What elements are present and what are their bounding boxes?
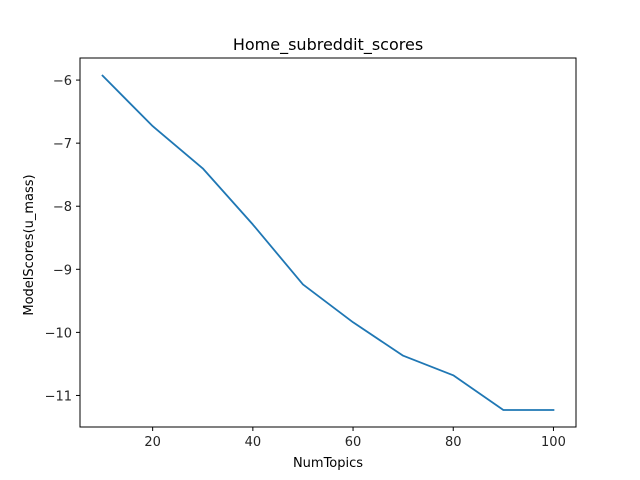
y-tick-label: −10	[45, 326, 72, 341]
y-tick-label: −11	[45, 389, 72, 404]
y-axis-ticks: −6 −7 −8 −9 −10 −11	[45, 74, 80, 404]
y-tick-label: −7	[53, 137, 72, 152]
x-tick-label: 20	[144, 435, 161, 450]
x-tick-label: 80	[445, 435, 462, 450]
plot-area	[79, 57, 577, 428]
x-tick-label: 60	[345, 435, 362, 450]
y-axis-label: ModelScores(u_mass)	[22, 174, 37, 315]
series-line	[101, 74, 555, 411]
x-axis-ticks: 20 40 60 80 100	[144, 427, 566, 450]
chart-title: Home_subreddit_scores	[233, 35, 423, 55]
y-tick-label: −8	[53, 200, 72, 215]
y-tick-label: −6	[53, 74, 72, 89]
x-tick-label: 40	[245, 435, 262, 450]
plot-frame	[79, 57, 577, 428]
x-tick-label: 100	[541, 435, 566, 450]
y-tick-label: −9	[53, 263, 72, 278]
x-axis-label: NumTopics	[293, 456, 363, 471]
